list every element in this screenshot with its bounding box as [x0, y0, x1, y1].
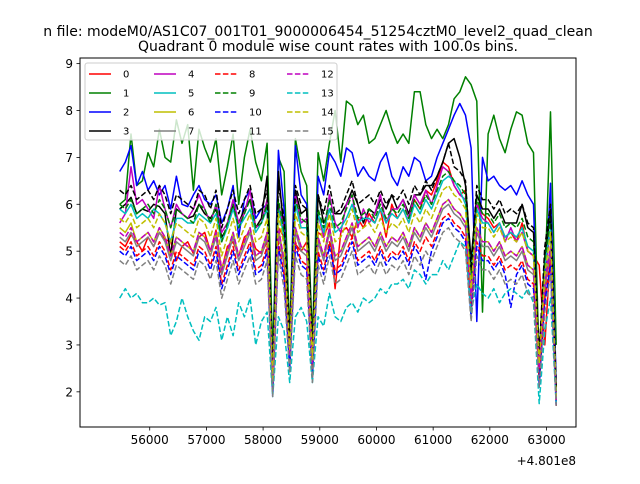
series-line-1 [119, 76, 557, 370]
y-tick-label: 2 [65, 385, 73, 399]
series-line-13 [119, 241, 557, 405]
legend-label: 14 [321, 108, 334, 119]
y-tick-label: 3 [65, 338, 73, 352]
legend-item-2[interactable]: 2 [89, 108, 129, 119]
legend-item-13[interactable]: 13 [287, 89, 334, 100]
x-tick-label: 62000 [471, 433, 509, 447]
legend-item-1[interactable]: 1 [89, 89, 129, 100]
legend-label: 0 [123, 70, 129, 81]
x-tick-label: 60000 [357, 433, 395, 447]
legend-label: 5 [188, 89, 194, 100]
series-line-9 [119, 170, 557, 392]
legend-item-0[interactable]: 0 [89, 70, 129, 81]
x-tick-label: 58000 [244, 433, 282, 447]
x-tick-label: 61000 [414, 433, 452, 447]
series-line-10 [119, 217, 557, 406]
legend-item-6[interactable]: 6 [154, 108, 194, 119]
x-axis: 56000 57000 58000 59000 60000 61000 62000 63000 [131, 427, 566, 447]
legend-label: 4 [188, 70, 194, 81]
y-tick-label: 9 [65, 57, 73, 71]
legend-label: 15 [321, 127, 334, 138]
legend-label: 12 [321, 70, 334, 81]
series-line-0 [119, 161, 557, 397]
series-line-7 [119, 203, 557, 402]
legend-label: 1 [123, 89, 129, 100]
plot-area [79, 57, 577, 428]
legend-item-15[interactable]: 15 [287, 127, 334, 138]
axes-frame [79, 57, 577, 428]
x-tick-label: 59000 [301, 433, 339, 447]
legend-label: 6 [188, 108, 194, 119]
y-tick-label: 8 [65, 104, 73, 118]
series-line-12 [119, 198, 557, 402]
series-line-3 [119, 137, 557, 392]
series-line-15 [119, 226, 557, 406]
legend-item-12[interactable]: 12 [287, 70, 334, 81]
series-line-14 [119, 184, 557, 397]
x-tick-label: 63000 [527, 433, 565, 447]
x-axis-offset-text: +4.801e8 [517, 454, 576, 468]
series-layer [119, 76, 557, 406]
legend-label: 2 [123, 108, 129, 119]
legend-item-3[interactable]: 3 [89, 127, 129, 138]
legend-label: 3 [123, 127, 129, 138]
legend-item-4[interactable]: 4 [154, 70, 194, 81]
legend-label: 8 [249, 70, 255, 81]
legend-item-7[interactable]: 7 [154, 127, 194, 138]
legend-item-11[interactable]: 11 [215, 127, 262, 138]
legend-item-8[interactable]: 8 [215, 70, 255, 81]
y-tick-label: 5 [65, 245, 73, 259]
series-line-4 [119, 166, 557, 392]
y-tick-label: 6 [65, 198, 73, 212]
x-tick-label: 56000 [131, 433, 169, 447]
legend-label: 13 [321, 89, 334, 100]
figure-suptitle: n file: modeM0/AS1C07_001T01_9000006454_… [43, 24, 592, 40]
y-tick-label: 4 [65, 292, 73, 306]
series-line-8 [119, 212, 557, 406]
legend-item-14[interactable]: 14 [287, 108, 334, 119]
legend-label: 11 [249, 127, 262, 138]
chart-title: Quadrant 0 module wise count rates with … [138, 39, 518, 55]
legend-item-9[interactable]: 9 [215, 89, 255, 100]
legend-label: 7 [188, 127, 194, 138]
legend-label: 9 [249, 89, 255, 100]
x-tick-label: 57000 [187, 433, 225, 447]
series-line-2 [119, 102, 557, 388]
y-tick-label: 7 [65, 151, 73, 165]
legend-item-5[interactable]: 5 [154, 89, 194, 100]
series-line-11 [119, 142, 557, 388]
y-axis: 2 3 4 5 6 7 8 9 [65, 57, 80, 399]
legend-item-10[interactable]: 10 [215, 108, 262, 119]
legend-label: 10 [249, 108, 262, 119]
legend-frame [84, 62, 338, 141]
